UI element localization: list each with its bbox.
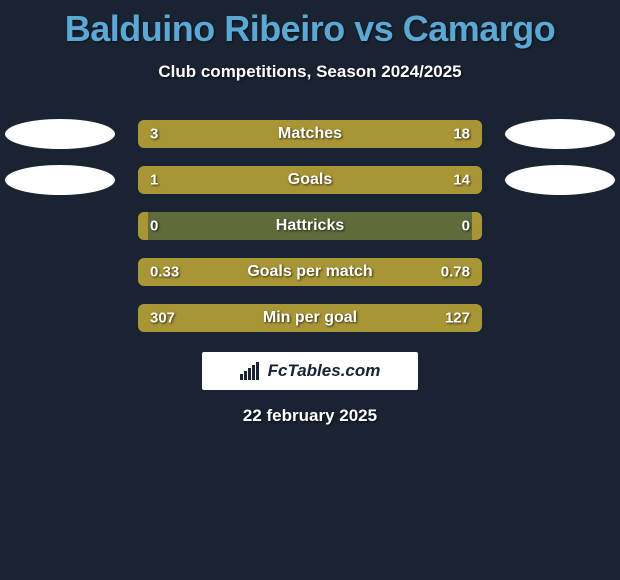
stat-bar: 307 127 Min per goal xyxy=(138,304,482,332)
left-fill xyxy=(138,120,187,148)
left-value: 0.33 xyxy=(150,264,179,281)
left-value: 307 xyxy=(150,310,175,327)
left-fill xyxy=(138,212,148,240)
page-title: Balduino Ribeiro vs Camargo xyxy=(0,0,620,50)
stat-bar: 0.33 0.78 Goals per match xyxy=(138,258,482,286)
subtitle: Club competitions, Season 2024/2025 xyxy=(0,62,620,82)
metric-label: Hattricks xyxy=(276,217,344,235)
left-team-oval xyxy=(5,119,115,149)
right-value: 14 xyxy=(453,172,470,189)
right-team-oval xyxy=(505,119,615,149)
right-value: 18 xyxy=(453,126,470,143)
brand-text: FcTables.com xyxy=(268,361,381,381)
stat-bar: 0 0 Hattricks xyxy=(138,212,482,240)
metric-label: Goals per match xyxy=(247,263,372,281)
comparison-row: 307 127 Min per goal xyxy=(0,304,620,332)
right-value: 127 xyxy=(445,310,470,327)
stat-bar: 1 14 Goals xyxy=(138,166,482,194)
metric-label: Matches xyxy=(278,125,342,143)
comparison-row: 1 14 Goals xyxy=(0,166,620,194)
left-value: 1 xyxy=(150,172,158,189)
stat-bar: 3 18 Matches xyxy=(138,120,482,148)
left-team-oval xyxy=(5,165,115,195)
right-team-oval xyxy=(505,165,615,195)
left-value: 0 xyxy=(150,218,158,235)
right-value: 0.78 xyxy=(441,264,470,281)
right-value: 0 xyxy=(462,218,470,235)
comparison-row: 0.33 0.78 Goals per match xyxy=(0,258,620,286)
comparison-row: 3 18 Matches xyxy=(0,120,620,148)
comparison-row: 0 0 Hattricks xyxy=(0,212,620,240)
metric-label: Goals xyxy=(288,171,332,189)
left-value: 3 xyxy=(150,126,158,143)
date-text: 22 february 2025 xyxy=(0,406,620,426)
comparison-rows: 3 18 Matches 1 14 Goals 0 0 Hattricks 0.33 0.78 Goa… xyxy=(0,120,620,332)
metric-label: Min per goal xyxy=(263,309,357,327)
bars-icon xyxy=(240,362,262,380)
brand-badge: FcTables.com xyxy=(202,352,418,390)
right-fill xyxy=(472,212,482,240)
